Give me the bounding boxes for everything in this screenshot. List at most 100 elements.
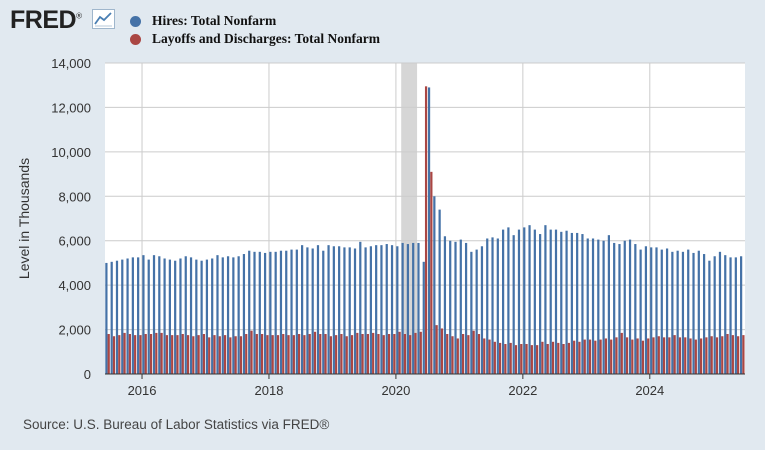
bar-hires[interactable] xyxy=(221,257,224,374)
bar-hires[interactable] xyxy=(681,251,685,374)
bar-layoffs[interactable] xyxy=(631,339,634,374)
bar-layoffs[interactable] xyxy=(525,344,528,374)
bar-hires[interactable] xyxy=(126,258,129,374)
bar-hires[interactable] xyxy=(607,235,611,374)
bar-layoffs[interactable] xyxy=(287,335,290,374)
bar-layoffs[interactable] xyxy=(197,335,200,374)
bar-hires[interactable] xyxy=(528,225,531,374)
bar-layoffs[interactable] xyxy=(319,334,322,374)
bar-hires[interactable] xyxy=(671,251,674,374)
bar-hires[interactable] xyxy=(306,247,309,374)
bar-hires[interactable] xyxy=(581,234,584,374)
bar-hires[interactable] xyxy=(105,262,108,374)
bar-layoffs[interactable] xyxy=(599,339,602,374)
bar-hires[interactable] xyxy=(295,249,298,374)
bar-hires[interactable] xyxy=(422,261,425,374)
bar-layoffs[interactable] xyxy=(266,335,269,374)
bar-layoffs[interactable] xyxy=(678,337,682,374)
bar-hires[interactable] xyxy=(110,261,113,374)
bar-layoffs[interactable] xyxy=(483,338,486,374)
bar-hires[interactable] xyxy=(290,249,293,374)
bar-hires[interactable] xyxy=(226,256,230,374)
bar-hires[interactable] xyxy=(650,247,653,374)
bar-hires[interactable] xyxy=(438,209,441,374)
bar-hires[interactable] xyxy=(258,251,261,374)
bar-layoffs[interactable] xyxy=(345,336,348,374)
bar-hires[interactable] xyxy=(152,255,156,374)
bar-layoffs[interactable] xyxy=(435,325,438,374)
bar-hires[interactable] xyxy=(523,227,526,374)
bar-layoffs[interactable] xyxy=(186,335,190,374)
bar-layoffs[interactable] xyxy=(689,338,692,374)
bar-layoffs[interactable] xyxy=(514,345,518,374)
bar-hires[interactable] xyxy=(385,244,388,374)
bars[interactable] xyxy=(105,86,745,374)
bar-hires[interactable] xyxy=(375,245,378,374)
legend-item-layoffs[interactable]: Layoffs and Discharges: Total Nonfarm xyxy=(130,30,380,48)
bar-hires[interactable] xyxy=(163,258,166,374)
bar-hires[interactable] xyxy=(253,251,256,374)
bar-hires[interactable] xyxy=(507,227,510,374)
bar-layoffs[interactable] xyxy=(668,337,671,374)
bar-hires[interactable] xyxy=(406,244,410,374)
bar-hires[interactable] xyxy=(322,250,325,374)
bar-hires[interactable] xyxy=(316,245,320,374)
bar-layoffs[interactable] xyxy=(276,335,280,374)
bar-layoffs[interactable] xyxy=(551,341,555,374)
bar-layoffs[interactable] xyxy=(536,345,539,374)
bar-hires[interactable] xyxy=(274,251,277,374)
bar-layoffs[interactable] xyxy=(208,337,211,374)
bar-hires[interactable] xyxy=(332,246,335,374)
bar-layoffs[interactable] xyxy=(292,335,295,374)
bar-hires[interactable] xyxy=(433,196,436,374)
bar-layoffs[interactable] xyxy=(213,335,216,374)
bar-hires[interactable] xyxy=(517,229,521,374)
bar-layoffs[interactable] xyxy=(271,335,274,374)
bar-hires[interactable] xyxy=(628,239,632,374)
bar-hires[interactable] xyxy=(480,246,484,374)
bar-layoffs[interactable] xyxy=(509,342,512,374)
bar-hires[interactable] xyxy=(544,225,547,374)
bar-hires[interactable] xyxy=(713,256,716,374)
bar-layoffs[interactable] xyxy=(361,334,364,374)
bar-layoffs[interactable] xyxy=(594,340,597,374)
bar-layoffs[interactable] xyxy=(340,334,343,374)
bar-layoffs[interactable] xyxy=(499,342,502,374)
bar-hires[interactable] xyxy=(401,242,404,374)
bar-layoffs[interactable] xyxy=(155,332,158,374)
bar-hires[interactable] xyxy=(634,244,637,374)
bar-layoffs[interactable] xyxy=(583,339,586,374)
bar-hires[interactable] xyxy=(301,245,304,374)
bar-hires[interactable] xyxy=(464,242,468,374)
bar-layoffs[interactable] xyxy=(488,339,491,374)
bar-layoffs[interactable] xyxy=(356,332,359,374)
bar-layoffs[interactable] xyxy=(112,336,116,374)
bar-layoffs[interactable] xyxy=(721,336,724,374)
bar-layoffs[interactable] xyxy=(123,332,126,374)
fred-logo[interactable]: FRED® xyxy=(10,6,82,35)
bar-hires[interactable] xyxy=(142,255,145,374)
bar-hires[interactable] xyxy=(311,248,314,374)
bar-hires[interactable] xyxy=(174,260,177,374)
bar-hires[interactable] xyxy=(348,247,351,374)
bar-hires[interactable] xyxy=(189,257,193,374)
bar-layoffs[interactable] xyxy=(387,334,391,374)
bar-layoffs[interactable] xyxy=(625,337,629,374)
bar-hires[interactable] xyxy=(623,240,626,374)
bar-layoffs[interactable] xyxy=(118,335,121,374)
bar-hires[interactable] xyxy=(369,246,372,374)
bar-hires[interactable] xyxy=(597,239,600,374)
bar-hires[interactable] xyxy=(512,235,515,374)
bar-layoffs[interactable] xyxy=(329,336,332,374)
bar-hires[interactable] xyxy=(285,250,288,374)
bar-layoffs[interactable] xyxy=(684,337,687,374)
bar-hires[interactable] xyxy=(115,260,119,374)
bar-hires[interactable] xyxy=(343,247,346,374)
bar-layoffs[interactable] xyxy=(414,332,417,374)
bar-layoffs[interactable] xyxy=(398,331,401,374)
bar-layoffs[interactable] xyxy=(403,334,407,374)
bar-hires[interactable] xyxy=(470,251,473,374)
bar-layoffs[interactable] xyxy=(641,340,645,374)
bar-layoffs[interactable] xyxy=(377,334,380,374)
bar-hires[interactable] xyxy=(242,254,246,374)
